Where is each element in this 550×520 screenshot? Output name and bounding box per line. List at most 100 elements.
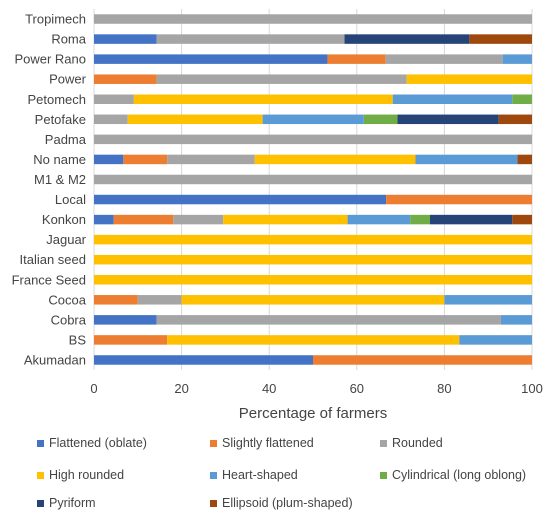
bar-cocoa-heart-shaped xyxy=(444,295,532,305)
legend-label-flattened-oblate: Flattened (oblate) xyxy=(49,436,147,450)
x-tick-0: 0 xyxy=(90,381,97,396)
bar-tropimech-rounded xyxy=(94,14,532,24)
bar-no-name-heart-shaped xyxy=(415,154,518,165)
category-label-no-name: No name xyxy=(33,152,86,167)
category-label-padma: Padma xyxy=(45,132,87,147)
category-labels: Tropimech Roma Power Rano Power Petomech Peto… xyxy=(12,12,87,368)
category-label-m1-m2: M1 & M2 xyxy=(34,172,86,187)
bar-petomech-high-rounded xyxy=(133,94,393,104)
bar-akumadan-slightly-flattened xyxy=(313,355,532,365)
bar-konkon-flattened-oblate xyxy=(94,214,114,225)
bar-cocoa-rounded xyxy=(137,295,182,305)
bar-italian-seed-high-rounded xyxy=(94,254,532,265)
x-tick-60: 60 xyxy=(350,381,364,396)
bar-power-rano-flattened-oblate xyxy=(94,54,328,64)
bar-no-name-slightly-flattened xyxy=(123,154,168,165)
bars xyxy=(94,14,532,365)
x-tick-40: 40 xyxy=(262,381,276,396)
x-axis-title: Percentage of farmers xyxy=(239,405,387,422)
legend-label-cylindrical-long-oblong: Cylindrical (long oblong) xyxy=(392,468,526,482)
legend-swatch-slightly-flattened xyxy=(210,440,217,447)
category-label-france-seed: France Seed xyxy=(12,272,86,287)
category-label-tropimech: Tropimech xyxy=(25,12,86,27)
bar-power-rounded xyxy=(156,74,407,84)
gridlines xyxy=(93,9,533,370)
bar-local-slightly-flattened xyxy=(386,194,532,205)
bar-konkon-rounded xyxy=(173,214,224,225)
bar-cobra-rounded xyxy=(156,315,501,325)
bar-no-name-rounded xyxy=(167,154,255,165)
bar-bs-high-rounded xyxy=(167,335,460,345)
bar-roma-ellipsoid-plum-shaped xyxy=(469,34,532,44)
bar-m1-m2-rounded xyxy=(94,174,532,185)
category-label-roma: Roma xyxy=(51,32,86,47)
bar-roma-flattened-oblate xyxy=(94,34,157,44)
bar-petofake-high-rounded xyxy=(127,114,263,125)
bar-cocoa-high-rounded xyxy=(181,295,445,305)
bar-konkon-ellipsoid-plum-shaped xyxy=(512,214,532,225)
legend-swatch-cylindrical-long-oblong xyxy=(380,472,387,479)
legend-swatch-ellipsoid-plum-shaped xyxy=(210,500,217,507)
category-label-cocoa: Cocoa xyxy=(48,292,86,307)
bar-konkon-cylindrical-long-oblong xyxy=(410,214,430,225)
bar-konkon-pyriform xyxy=(429,214,513,225)
bar-power-slightly-flattened xyxy=(94,74,157,84)
category-label-petomech: Petomech xyxy=(27,92,86,107)
bar-no-name-high-rounded xyxy=(254,154,416,165)
bar-france-seed-high-rounded xyxy=(94,275,532,285)
legend-label-ellipsoid-plum-shaped: Ellipsoid (plum-shaped) xyxy=(222,496,353,510)
bar-petofake-cylindrical-long-oblong xyxy=(363,114,398,125)
legend-swatch-flattened-oblate xyxy=(37,440,44,447)
category-label-power-rano: Power Rano xyxy=(14,52,86,67)
bar-power-rano-slightly-flattened xyxy=(327,54,386,64)
x-tick-labels: 0 20 40 60 80 100 xyxy=(90,381,542,396)
x-tick-80: 80 xyxy=(437,381,451,396)
category-label-power: Power xyxy=(49,72,87,87)
category-label-bs: BS xyxy=(69,332,87,347)
bar-konkon-slightly-flattened xyxy=(113,214,174,225)
legend-label-slightly-flattened: Slightly flattened xyxy=(222,436,314,450)
bar-local-flattened-oblate xyxy=(94,194,387,205)
bar-cocoa-slightly-flattened xyxy=(94,295,138,305)
legend-label-heart-shaped: Heart-shaped xyxy=(222,468,298,482)
bar-petofake-rounded xyxy=(94,114,128,125)
bar-power-rano-rounded xyxy=(385,54,503,64)
bar-petomech-cylindrical-long-oblong xyxy=(512,94,532,104)
bar-jaguar-high-rounded xyxy=(94,234,532,245)
category-label-local: Local xyxy=(55,192,86,207)
bar-no-name-flattened-oblate xyxy=(94,154,124,165)
legend: Flattened (oblate) Slightly flattened Roun… xyxy=(37,436,526,510)
bar-konkon-high-rounded xyxy=(223,214,348,225)
category-label-konkon: Konkon xyxy=(42,212,86,227)
bar-konkon-heart-shaped xyxy=(347,214,411,225)
bar-power-high-rounded xyxy=(406,74,532,84)
category-label-cobra: Cobra xyxy=(51,312,87,327)
bar-petofake-heart-shaped xyxy=(262,114,364,125)
bar-akumadan-flattened-oblate xyxy=(94,355,313,365)
x-tick-20: 20 xyxy=(174,381,188,396)
legend-swatch-pyriform xyxy=(37,500,44,507)
bar-petofake-pyriform xyxy=(397,114,499,125)
bar-no-name-ellipsoid-plum-shaped xyxy=(517,154,532,165)
category-label-italian-seed: Italian seed xyxy=(20,252,87,267)
bar-bs-slightly-flattened xyxy=(94,335,168,345)
bar-cobra-heart-shaped xyxy=(500,315,532,325)
legend-label-rounded: Rounded xyxy=(392,436,443,450)
legend-swatch-high-rounded xyxy=(37,472,44,479)
legend-swatch-heart-shaped xyxy=(210,472,217,479)
bar-cobra-flattened-oblate xyxy=(94,315,157,325)
category-label-akumadan: Akumadan xyxy=(24,352,86,367)
category-label-jaguar: Jaguar xyxy=(46,232,86,247)
bar-roma-pyriform xyxy=(344,34,470,44)
legend-label-pyriform: Pyriform xyxy=(49,496,96,510)
x-tick-100: 100 xyxy=(521,381,543,396)
category-label-petofake: Petofake xyxy=(35,112,86,127)
bar-padma-rounded xyxy=(94,134,532,145)
bar-petomech-rounded xyxy=(94,94,134,104)
bar-petomech-heart-shaped xyxy=(392,94,513,104)
legend-swatch-rounded xyxy=(380,440,387,447)
bar-bs-heart-shaped xyxy=(459,335,532,345)
bar-petofake-ellipsoid-plum-shaped xyxy=(498,114,532,125)
